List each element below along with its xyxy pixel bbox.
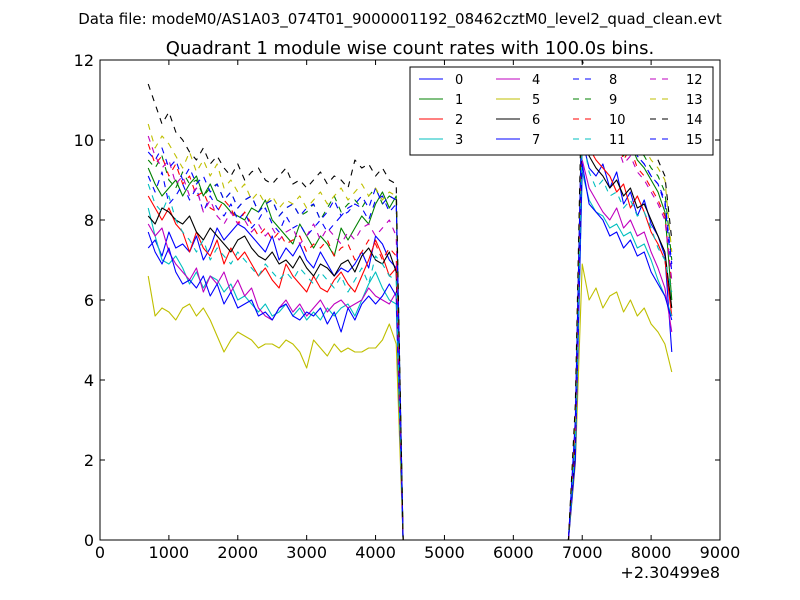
- legend-label-7: 7: [532, 133, 540, 148]
- y-tick-label: 6: [84, 291, 94, 310]
- x-tick-label: 1000: [149, 543, 190, 562]
- legend-label-0: 0: [455, 73, 463, 88]
- legend-label-3: 3: [455, 133, 463, 148]
- x-tick-label: 4000: [355, 543, 396, 562]
- x-tick-label: 7000: [562, 543, 603, 562]
- x-tick-label: 5000: [424, 543, 465, 562]
- series-line-7: [147, 163, 673, 540]
- y-tick-label: 0: [84, 531, 94, 550]
- x-tick-label: 3000: [286, 543, 327, 562]
- series-line-3: [147, 171, 673, 540]
- legend-label-6: 6: [532, 113, 540, 128]
- axis-ticks: 0 1000 2000 3000 4000 5000 6000 7000 8000 9000 0 2 4…: [74, 51, 741, 562]
- x-tick-label: 9000: [700, 543, 741, 562]
- figure-suptitle: Data file: modeM0/AS1A03_074T01_90000011…: [78, 10, 722, 29]
- legend-label-5: 5: [532, 93, 540, 108]
- chart-title: Quadrant 1 module wise count rates with …: [166, 38, 655, 59]
- x-axis-offset-label: +2.30499e8: [620, 563, 720, 582]
- x-tick-label: 6000: [493, 543, 534, 562]
- y-tick-label: 4: [84, 371, 94, 390]
- legend-frame: [409, 66, 714, 156]
- series-line-4: [147, 159, 673, 540]
- legend-label-14: 14: [686, 113, 703, 128]
- series-line-5: [147, 263, 673, 540]
- legend-label-11: 11: [609, 133, 626, 148]
- series-line-1: [147, 99, 673, 540]
- series-line-13: [147, 75, 673, 540]
- legend-label-2: 2: [455, 113, 463, 128]
- series-line-6: [147, 127, 673, 540]
- x-tick-label: 8000: [631, 543, 672, 562]
- y-tick-label: 2: [84, 451, 94, 470]
- legend-label-1: 1: [455, 93, 463, 108]
- series-line-0: [147, 139, 673, 540]
- series-line-12: [147, 99, 673, 540]
- legend-label-4: 4: [532, 73, 540, 88]
- legend-label-8: 8: [609, 73, 617, 88]
- legend-label-15: 15: [686, 133, 703, 148]
- series-line-15: [147, 91, 673, 540]
- y-tick-label: 8: [84, 211, 94, 230]
- legend-label-13: 13: [686, 93, 703, 108]
- y-tick-label: 10: [74, 131, 94, 150]
- series-line-2: [147, 115, 673, 540]
- legend-label-10: 10: [609, 113, 626, 128]
- legend-label-12: 12: [686, 73, 703, 88]
- legend-label-9: 9: [609, 93, 617, 108]
- x-tick-label: 0: [95, 543, 105, 562]
- y-tick-label: 12: [74, 51, 94, 70]
- x-tick-label: 2000: [217, 543, 258, 562]
